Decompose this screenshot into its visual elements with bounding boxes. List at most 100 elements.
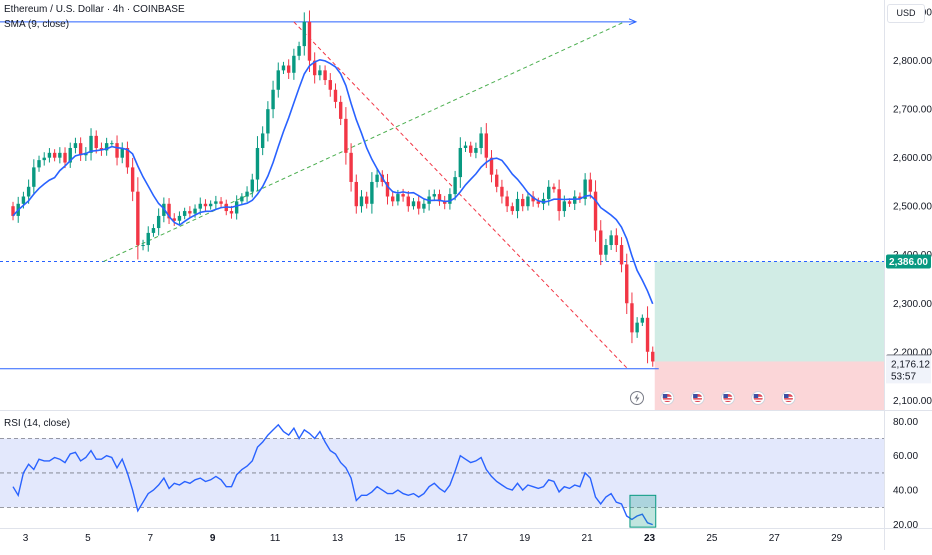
candle[interactable] xyxy=(276,70,280,90)
candle[interactable] xyxy=(240,196,244,202)
candle[interactable] xyxy=(156,215,161,229)
candle[interactable] xyxy=(552,186,556,190)
candle[interactable] xyxy=(583,179,587,199)
candle[interactable] xyxy=(146,232,150,246)
candle[interactable] xyxy=(323,70,327,81)
candle[interactable] xyxy=(349,152,353,182)
candle[interactable] xyxy=(443,201,447,204)
entry-price-badge-box[interactable] xyxy=(886,254,931,269)
candle[interactable] xyxy=(47,152,52,158)
candle[interactable] xyxy=(68,147,72,163)
candle[interactable] xyxy=(505,196,509,207)
candle[interactable] xyxy=(484,133,489,158)
candle[interactable] xyxy=(281,65,286,71)
stop-zone[interactable] xyxy=(654,361,884,410)
candle[interactable] xyxy=(510,206,515,212)
candle[interactable] xyxy=(302,21,306,47)
candle[interactable] xyxy=(651,351,655,362)
candle[interactable] xyxy=(469,145,473,153)
candle[interactable] xyxy=(557,189,561,212)
candle[interactable] xyxy=(562,201,567,212)
candle[interactable] xyxy=(177,215,182,221)
candle[interactable] xyxy=(635,322,639,333)
candle[interactable] xyxy=(89,135,93,153)
candle[interactable] xyxy=(547,186,551,199)
candle[interactable] xyxy=(229,211,234,214)
symbol-title[interactable]: Ethereum / U.S. Dollar · 4h · COINBASE xyxy=(4,4,185,15)
candle[interactable] xyxy=(411,201,416,207)
candle[interactable] xyxy=(286,65,291,73)
candle[interactable] xyxy=(401,194,405,197)
candle[interactable] xyxy=(396,194,400,202)
candle[interactable] xyxy=(599,230,603,255)
candle[interactable] xyxy=(42,157,46,161)
candle[interactable] xyxy=(136,191,140,246)
last-price-box[interactable] xyxy=(886,355,931,384)
candle[interactable] xyxy=(219,201,223,204)
candle[interactable] xyxy=(292,55,296,73)
candle[interactable] xyxy=(390,196,395,202)
candle[interactable] xyxy=(630,303,634,333)
candle[interactable] xyxy=(182,211,187,216)
sma-line[interactable] xyxy=(12,58,654,305)
candle[interactable] xyxy=(328,80,332,90)
candle[interactable] xyxy=(645,317,650,352)
candle[interactable] xyxy=(370,181,374,204)
candle[interactable] xyxy=(167,203,171,219)
candle[interactable] xyxy=(619,245,624,265)
rsi-highlight-box[interactable] xyxy=(629,494,657,528)
candle[interactable] xyxy=(141,245,145,247)
candle[interactable] xyxy=(188,211,192,214)
candle[interactable] xyxy=(130,167,135,192)
candle[interactable] xyxy=(453,177,457,195)
candle[interactable] xyxy=(120,147,124,158)
candle[interactable] xyxy=(604,245,608,255)
candle[interactable] xyxy=(474,147,478,153)
candle[interactable] xyxy=(573,196,577,204)
candle[interactable] xyxy=(588,179,593,192)
candle[interactable] xyxy=(271,89,275,110)
candle[interactable] xyxy=(578,196,582,199)
candle[interactable] xyxy=(500,186,504,197)
candle[interactable] xyxy=(37,160,41,168)
candle[interactable] xyxy=(63,152,67,163)
candle[interactable] xyxy=(593,191,598,231)
candle[interactable] xyxy=(364,196,369,204)
candle[interactable] xyxy=(448,194,452,204)
candle[interactable] xyxy=(11,206,15,216)
candle[interactable] xyxy=(245,191,249,197)
candle[interactable] xyxy=(489,157,494,175)
candle[interactable] xyxy=(208,203,213,207)
candle[interactable] xyxy=(115,143,119,158)
candle[interactable] xyxy=(73,143,78,148)
candle[interactable] xyxy=(94,135,98,148)
candle[interactable] xyxy=(640,317,645,323)
candle[interactable] xyxy=(625,264,629,304)
candle[interactable] xyxy=(266,109,270,134)
candle[interactable] xyxy=(214,201,218,204)
candle[interactable] xyxy=(333,89,338,102)
target-zone[interactable] xyxy=(654,261,884,362)
candle[interactable] xyxy=(437,194,442,202)
candle[interactable] xyxy=(521,198,525,207)
candle[interactable] xyxy=(531,196,535,202)
candle[interactable] xyxy=(255,147,260,180)
candle[interactable] xyxy=(479,133,483,148)
candle[interactable] xyxy=(609,235,613,246)
candle[interactable] xyxy=(614,235,619,246)
candle[interactable] xyxy=(344,118,348,153)
candle[interactable] xyxy=(21,196,26,204)
candle[interactable] xyxy=(526,196,530,207)
candle[interactable] xyxy=(125,147,130,168)
candle[interactable] xyxy=(422,203,426,209)
falling-trend-line[interactable] xyxy=(293,21,629,370)
candle[interactable] xyxy=(406,196,410,207)
candle[interactable] xyxy=(250,179,254,192)
candle[interactable] xyxy=(78,143,83,156)
rsi-indicator-label[interactable]: RSI (14, close) xyxy=(4,418,71,429)
candle[interactable] xyxy=(172,218,176,221)
candle[interactable] xyxy=(541,198,546,204)
candle[interactable] xyxy=(495,174,499,187)
candle[interactable] xyxy=(432,194,437,197)
candle[interactable] xyxy=(536,201,541,204)
